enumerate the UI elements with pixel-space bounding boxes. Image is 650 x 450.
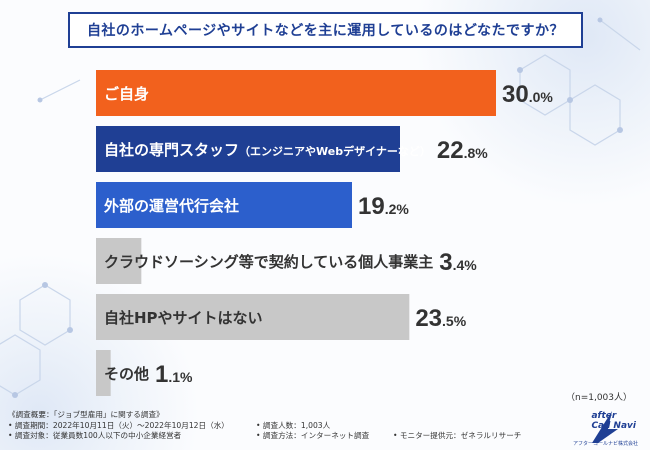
bar-label-3: クラウドソーシング等で契約している個人事業主 (104, 253, 433, 271)
sample-size-note: （n=1,003人） (565, 393, 632, 403)
bar-label-2: 外部の運営代行会社 (103, 197, 239, 215)
value-label-2: 19.2% (358, 193, 409, 220)
logo-subtext: アフターコールナビ株式会社 (572, 441, 638, 447)
bar-label-0: ご自身 (104, 85, 149, 103)
bar-label-1: 自社の専門スタッフ（エンジニアやWebデザイナーなど） (104, 141, 431, 159)
bar-label-4: 自社HPやサイトはない (104, 309, 263, 327)
survey-period: • 調査期間：2022年10月11日（火）～2022年10月12日（水） (8, 420, 229, 430)
value-label-4: 23.5% (415, 305, 466, 332)
chart-title: 自社のホームページやサイトなどを主に運用しているのはどなたですか？ (68, 12, 583, 48)
bar-chart: ご自身 30.0% 自社の専門スタッフ（エンジニアやWebデザイナーなど） 22.8%… (96, 70, 553, 396)
value-label-5: 1.1% (155, 361, 193, 388)
bar-0 (96, 70, 496, 116)
logo-line1: after (591, 411, 617, 421)
bar-4 (96, 294, 410, 340)
survey-count: • 調査人数：1,003人 (256, 420, 331, 430)
value-label-1: 22.8% (437, 137, 488, 164)
survey-method: • 調査方法：インターネット調査 (256, 431, 370, 440)
logo-line2: Call Navi (591, 421, 636, 431)
company-logo-text: after Call Navi (591, 411, 636, 431)
bar-label-5: その他 (104, 365, 149, 383)
survey-target: • 調査対象：従業員数100人以下の中小企業経営者 (8, 431, 182, 440)
survey-provider: • モニター提供元：ゼネラルリサーチ (393, 431, 522, 440)
company-logo-icon (592, 411, 618, 443)
bar-3 (96, 238, 142, 284)
value-label-0: 30.0% (502, 81, 553, 108)
value-label-3: 3.4% (439, 249, 477, 276)
survey-overview: 《調査概要：「ジョブ型雇用」に関する調査》 • 調査期間：2022年10月11日… (8, 410, 521, 442)
bar-1 (96, 126, 400, 172)
bar-5 (96, 350, 111, 396)
survey-heading: 《調査概要：「ジョブ型雇用」に関する調査》 (8, 410, 164, 419)
bar-2 (96, 182, 352, 228)
